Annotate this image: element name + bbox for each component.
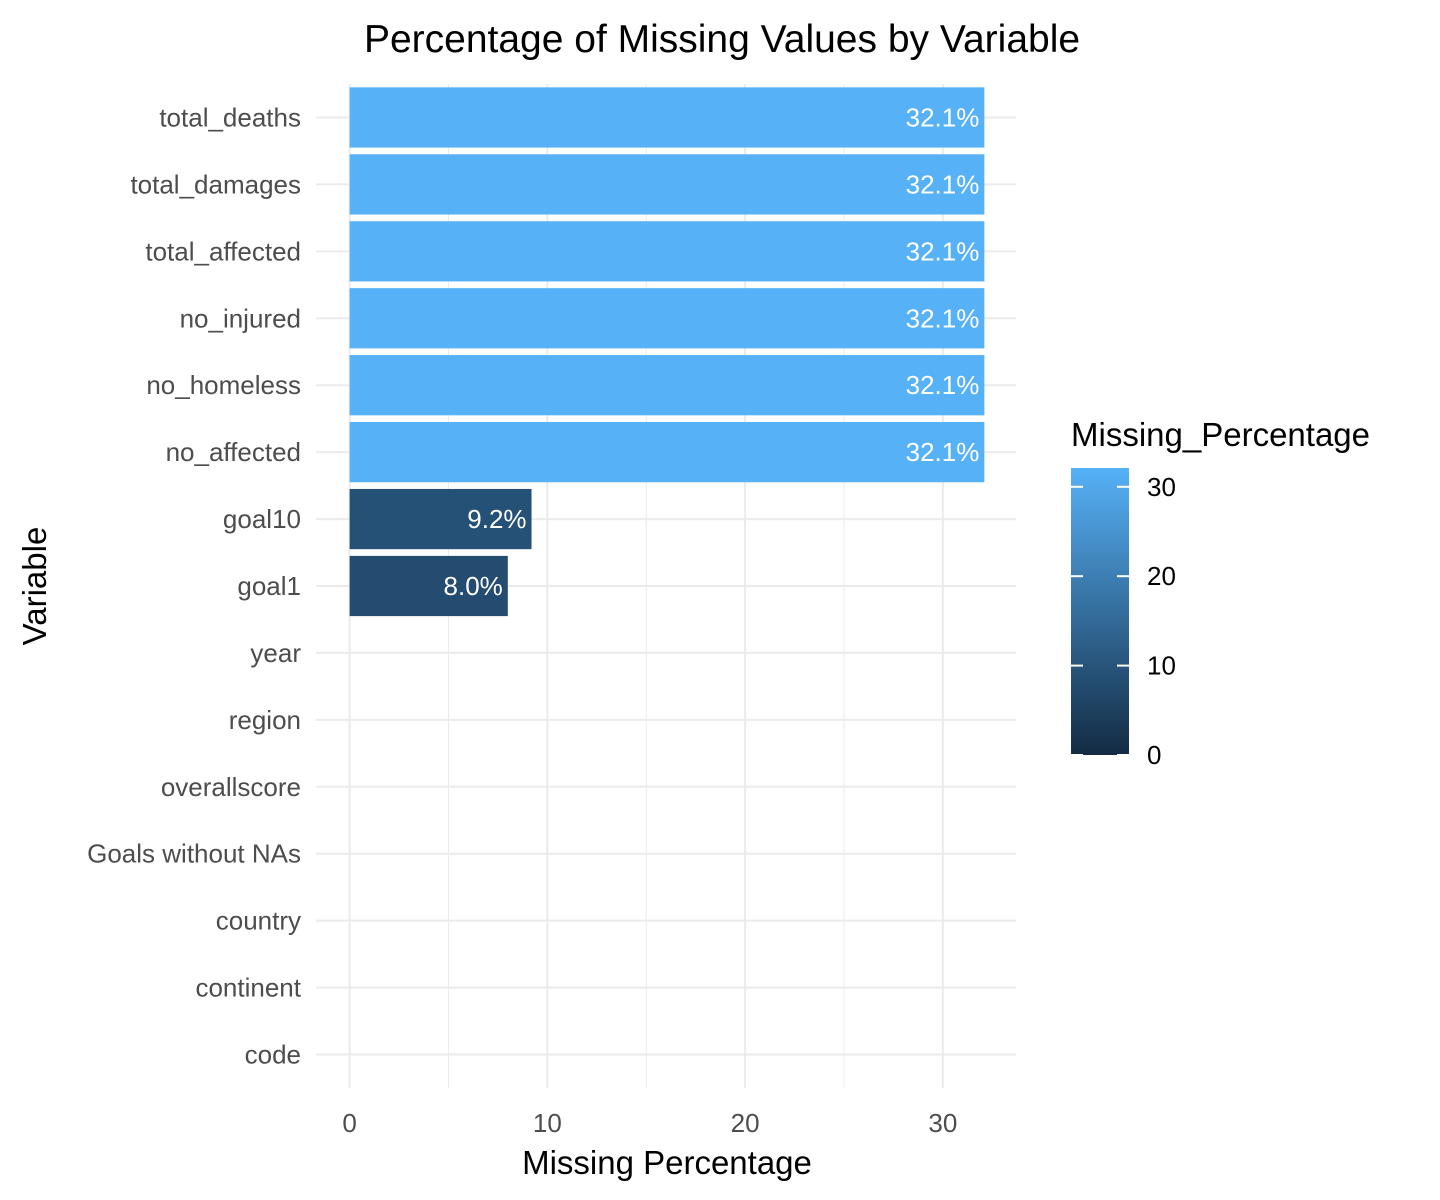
y-tick-label: country <box>216 906 301 936</box>
legend-tick-label: 10 <box>1147 651 1176 681</box>
x-tick-label: 0 <box>342 1108 356 1138</box>
legend-ticks: 0 10 20 30 <box>1071 472 1176 770</box>
bar-value-label: 32.1% <box>906 102 980 132</box>
bars <box>349 87 985 617</box>
x-tick-label: 30 <box>928 1108 957 1138</box>
bar <box>349 355 985 416</box>
bar <box>349 422 985 483</box>
bar-value-labels: 32.1% 32.1% 32.1% 32.1% 32.1% 32.1% 9.2% 8.0% <box>444 102 980 601</box>
bar <box>349 221 985 282</box>
legend-colorbar <box>1071 468 1129 755</box>
bar <box>349 154 985 215</box>
legend-tick-label: 0 <box>1147 740 1161 770</box>
y-tick-label: total_deaths <box>159 102 301 132</box>
y-tick-label: region <box>229 705 301 735</box>
bar-value-label: 8.0% <box>444 571 503 601</box>
y-tick-label: total_damages <box>130 169 301 199</box>
x-axis-tick-labels: 0 10 20 30 <box>342 1108 957 1138</box>
x-axis-label: Missing Percentage <box>522 1144 812 1181</box>
y-tick-label: no_affected <box>166 437 301 467</box>
y-axis-label: Variable <box>16 527 53 646</box>
y-tick-label: goal10 <box>223 504 301 534</box>
y-tick-label: goal1 <box>237 571 301 601</box>
bar-value-label: 9.2% <box>467 504 526 534</box>
legend-title: Missing_Percentage <box>1071 416 1370 453</box>
y-tick-label: no_injured <box>180 303 301 333</box>
bar <box>349 87 985 148</box>
legend-tick-label: 20 <box>1147 561 1176 591</box>
y-tick-label: code <box>245 1040 301 1070</box>
x-tick-label: 20 <box>731 1108 760 1138</box>
bar <box>349 288 985 349</box>
y-tick-label: total_affected <box>145 236 301 266</box>
y-tick-label: overallscore <box>161 772 301 802</box>
y-tick-label: no_homeless <box>146 370 301 400</box>
bar <box>349 555 508 617</box>
bar-value-label: 32.1% <box>906 169 980 199</box>
bar-value-label: 32.1% <box>906 437 980 467</box>
bar-value-label: 32.1% <box>906 303 980 333</box>
y-tick-label: year <box>250 638 301 668</box>
y-tick-label: continent <box>195 973 301 1003</box>
bar-value-label: 32.1% <box>906 236 980 266</box>
bar <box>349 488 532 550</box>
x-tick-label: 10 <box>533 1108 562 1138</box>
y-tick-label: Goals without NAs <box>87 839 301 869</box>
chart-title: Percentage of Missing Values by Variable <box>364 18 1080 61</box>
y-axis-tick-labels: total_deaths total_damages total_affectedn… <box>87 102 302 1069</box>
bar-value-label: 32.1% <box>906 370 980 400</box>
color-legend: Missing_Percentage 0 10 20 30 <box>1071 416 1370 770</box>
legend-tick-label: 30 <box>1147 472 1176 502</box>
